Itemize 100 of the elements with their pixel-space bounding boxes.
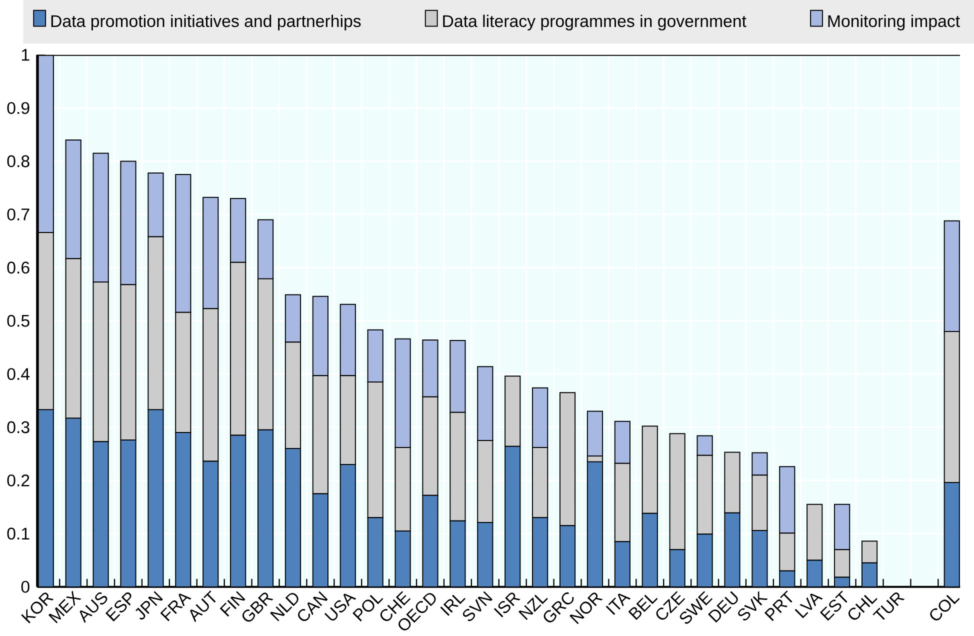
y-tick-label: 0.7 [7,208,30,220]
bar [284,342,302,450]
bar [65,418,82,587]
bar [559,392,576,526]
bar [284,294,302,343]
bar [202,196,219,310]
bar [340,464,356,587]
bar [450,520,466,587]
bar [257,219,274,280]
bar [120,284,136,441]
bar [834,504,850,550]
bar [586,410,604,456]
bar [450,340,466,413]
bar [175,432,192,587]
bar [312,296,328,376]
bar [944,331,960,484]
bar [422,396,438,496]
bar [559,525,576,587]
bar [394,530,411,587]
bar [257,278,274,430]
bar [202,460,219,587]
bar [724,452,740,514]
bar [340,304,356,376]
bar [312,375,328,494]
bar [614,420,630,464]
bar [642,426,658,514]
bar [752,530,768,587]
bar [92,441,109,587]
bar [92,152,109,283]
bar [806,504,823,561]
bar [944,220,960,332]
bar [38,409,54,587]
bar [696,435,713,456]
bar [422,494,438,587]
bar [834,549,850,578]
bar [504,376,521,447]
bar [477,366,494,442]
bar [284,448,302,587]
bar [175,312,192,434]
bar [944,482,960,587]
y-tick-label: 1 [22,49,30,61]
bar [752,474,768,531]
bar [367,382,384,518]
bar [696,534,713,587]
bar [779,532,796,572]
bar [367,517,384,587]
y-tick-label: 0.8 [7,155,30,168]
bar [669,433,686,550]
bar [614,541,630,587]
bar [340,375,356,466]
bar [806,560,823,587]
legend-label: Monitoring impact [828,14,960,30]
bar [202,308,219,462]
y-tick-label: 0.1 [7,528,30,540]
bar [450,412,466,522]
bar [532,387,548,448]
bar [92,282,109,442]
bar [257,429,274,587]
x-tick-label: ISR [494,592,520,618]
bar [696,454,713,535]
bar [394,338,411,448]
bar [38,232,54,410]
bar [504,446,521,587]
bar [65,258,82,419]
bar [614,462,630,542]
bar [422,340,438,398]
legend-label: Data promotion initiatives and partnerhips [51,14,361,30]
bar [532,446,548,518]
bar [312,493,328,587]
bar [175,174,192,313]
bar [477,522,494,587]
bar [148,172,164,238]
bar [752,452,768,476]
x-tick-label: BEL [628,594,658,620]
y-tick-label: 0.3 [7,421,30,434]
bar [669,549,686,587]
bar [230,434,246,587]
bar [65,140,82,260]
y-tick-label: 0.9 [7,102,30,114]
bar [120,440,136,587]
y-tick-label: 0.6 [7,262,30,274]
x-tick-label: COL [930,594,960,620]
legend-label: Data literacy programmes in government [443,14,746,30]
bar [586,461,604,587]
y-tick-label: 0 [21,580,30,593]
bar [724,512,740,587]
bar [394,446,411,532]
bar [477,440,494,523]
bar [38,54,54,234]
bar [148,236,164,410]
bar [779,466,796,534]
bar [532,517,548,587]
bar [148,409,164,587]
bar [230,262,246,436]
y-tick-label: 0.5 [7,314,30,327]
x-tick-label: ITA [606,594,631,616]
bar [642,512,658,587]
bar [230,198,246,263]
y-tick-label: 0.2 [7,474,30,486]
bar [367,329,384,383]
